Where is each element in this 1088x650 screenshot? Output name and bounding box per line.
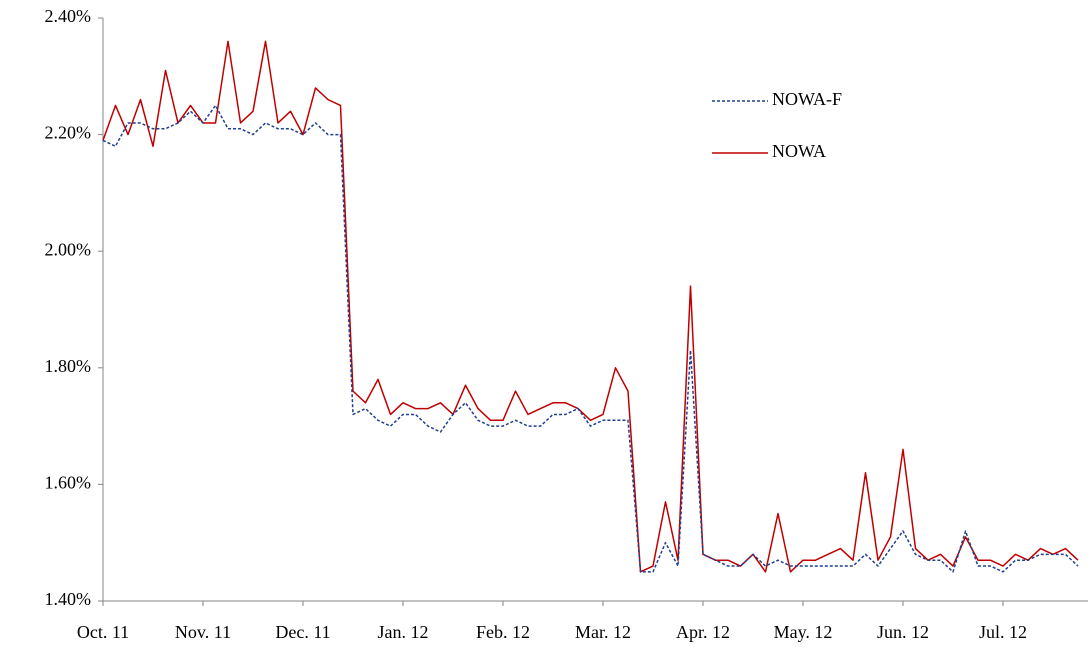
legend-label: NOWA-F	[772, 89, 842, 109]
x-tick-label: Jan. 12	[378, 622, 429, 642]
legend-label: NOWA	[772, 141, 826, 161]
y-tick-label: 2.20%	[45, 123, 92, 143]
x-tick-label: Feb. 12	[476, 622, 530, 642]
line-series	[102, 104, 1079, 573]
x-tick-label: Jul. 12	[979, 622, 1027, 642]
line-series	[102, 40, 1079, 573]
y-tick-label: 1.40%	[45, 589, 92, 609]
x-tick-label: Nov. 11	[175, 622, 231, 642]
x-tick-label: Dec. 11	[275, 622, 330, 642]
x-tick-label: Jun. 12	[877, 622, 929, 642]
x-tick-label: Apr. 12	[676, 622, 730, 642]
x-tick-label: May. 12	[774, 622, 833, 642]
y-tick-label: 2.00%	[45, 239, 92, 259]
y-tick-label: 2.40%	[45, 6, 92, 26]
y-tick-label: 1.60%	[45, 473, 92, 493]
y-tick-label: 1.80%	[45, 356, 92, 376]
x-tick-label: Mar. 12	[575, 622, 631, 642]
x-tick-label: Oct. 11	[77, 622, 129, 642]
